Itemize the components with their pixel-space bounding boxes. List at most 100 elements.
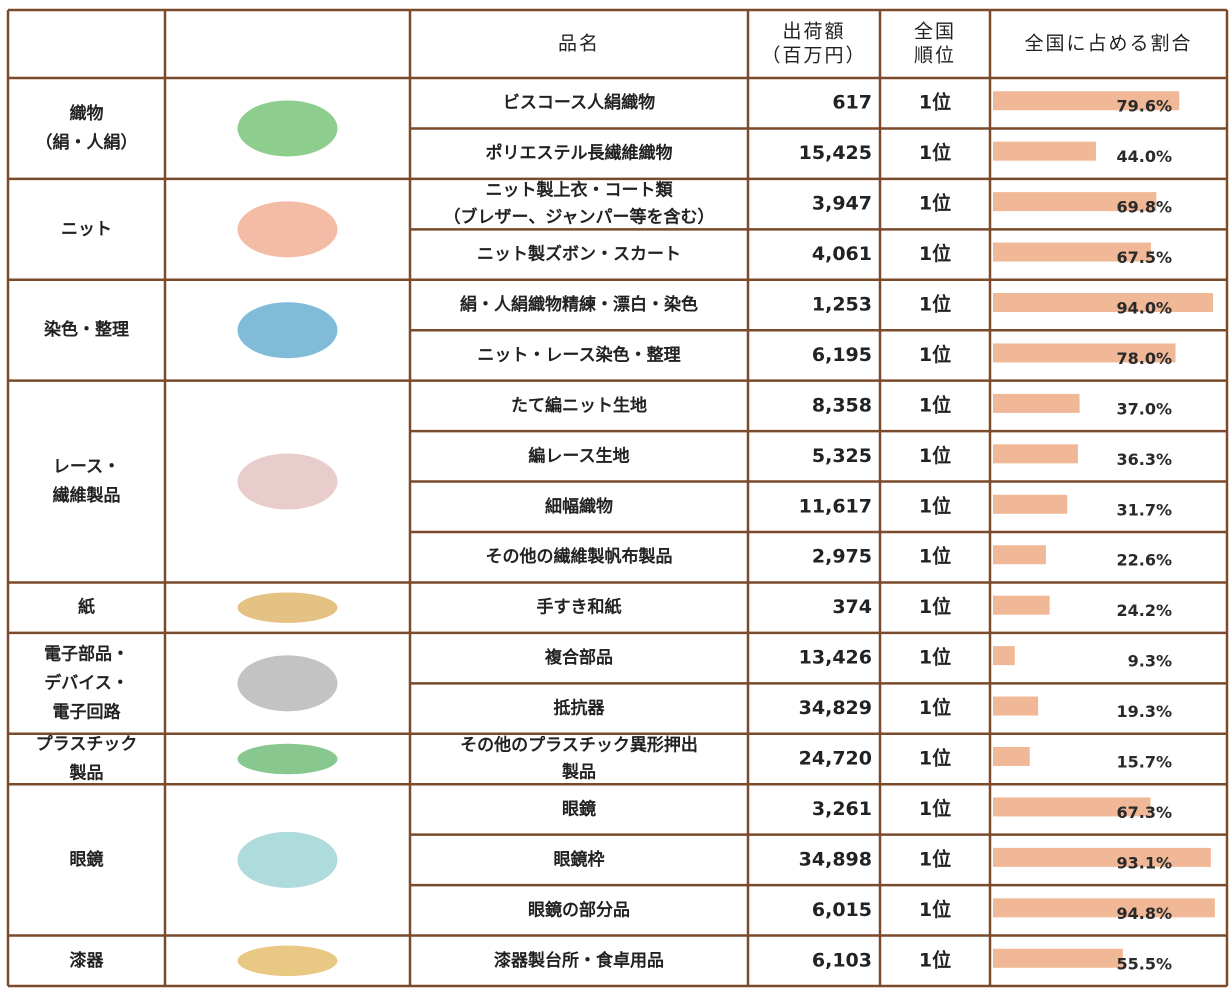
share-bar (993, 595, 1050, 615)
share-label: 79.6% (1116, 97, 1172, 116)
shipments: 11,617 (799, 495, 872, 517)
shipments: 2,975 (812, 546, 872, 568)
item-name: その他のプラスチック異形押出 (460, 735, 698, 756)
icon (237, 302, 338, 359)
shipments: 5,325 (812, 445, 872, 467)
group-name: 漆器 (70, 950, 105, 971)
rank: 1位 (919, 141, 951, 164)
share-label: 94.0% (1116, 299, 1172, 318)
item-name: 手すき和紙 (537, 597, 622, 618)
item-name: たて編ニット生地 (511, 395, 647, 416)
shipments: 617 (832, 92, 872, 114)
shipments: 374 (832, 596, 872, 618)
share-label: 78.0% (1116, 349, 1172, 368)
icon (237, 945, 338, 976)
share-label: 15.7% (1116, 753, 1172, 772)
item-name: 絹・人絹織物精練・漂白・染色 (460, 294, 698, 315)
group-name: レース・ (53, 457, 120, 477)
header-cell: 順位 (914, 45, 956, 67)
shipments: 3,261 (812, 798, 872, 820)
item-name: （ブレザー、ジャンパー等を含む） (444, 207, 715, 228)
item-name: ニット・レース染色・整理 (477, 344, 680, 365)
header-cell: 全国 (914, 21, 956, 43)
item-name: 抵抗器 (554, 698, 606, 719)
rank: 1位 (919, 393, 951, 416)
rank: 1位 (919, 494, 951, 517)
shipments: 4,061 (812, 243, 872, 265)
group-name: 電子回路 (53, 701, 122, 722)
share-bar (993, 696, 1039, 716)
group-name: デバイス・ (44, 672, 129, 693)
share-bar (993, 242, 1151, 262)
item-name: 複合部品 (544, 647, 613, 668)
item-name: 眼鏡枠 (554, 849, 605, 870)
share-bar (993, 293, 1213, 312)
share-bar (993, 343, 1176, 363)
share-bar (993, 393, 1080, 413)
group-name: プラスチック (36, 734, 138, 755)
item-name: ニット製上衣・コート類 (486, 180, 674, 201)
icon (237, 201, 338, 258)
group-name: （絹・人絹） (36, 132, 138, 153)
share-bar (993, 545, 1046, 565)
share-label: 36.3% (1116, 450, 1172, 469)
rank: 1位 (919, 797, 951, 820)
shipments: 34,898 (799, 848, 872, 870)
rank: 1位 (919, 545, 951, 568)
item-name: ビスコース人絹織物 (503, 92, 655, 113)
share-bar (993, 444, 1078, 464)
group-name: ニット (61, 219, 112, 239)
item-name: 眼鏡 (562, 798, 596, 819)
shipments: 6,015 (812, 899, 872, 921)
icon (237, 592, 338, 623)
share-bar (993, 91, 1180, 111)
share-label: 55.5% (1116, 954, 1172, 973)
rank: 1位 (919, 747, 951, 770)
share-label: 31.7% (1116, 500, 1172, 519)
icon (237, 831, 338, 888)
rank: 1位 (919, 91, 951, 114)
group-name: 紙 (78, 597, 95, 618)
icon (237, 655, 338, 712)
shipments: 24,720 (799, 748, 872, 770)
shipments: 8,358 (812, 394, 872, 416)
share-bar (993, 192, 1157, 212)
share-label: 9.3% (1128, 652, 1172, 671)
share-label: 37.0% (1116, 399, 1172, 418)
item-name: 細幅織物 (545, 496, 613, 517)
shipments: 13,426 (799, 647, 872, 669)
share-label: 94.8% (1116, 904, 1172, 923)
rank: 1位 (919, 595, 951, 618)
shipments: 1,253 (812, 294, 872, 316)
share-label: 93.1% (1116, 853, 1172, 872)
item-name: ニット製ズボン・スカート (477, 244, 681, 265)
share-bar (993, 747, 1030, 766)
group-name: 眼鏡 (70, 849, 104, 870)
share-label: 24.2% (1116, 601, 1172, 620)
share-bar (993, 494, 1068, 514)
rank: 1位 (919, 847, 951, 870)
share-label: 69.8% (1116, 198, 1172, 217)
shipments: 15,425 (799, 142, 872, 164)
share-label: 22.6% (1116, 551, 1172, 570)
share-label: 67.3% (1116, 803, 1172, 822)
shipments: 34,829 (799, 697, 872, 719)
group-name: 染色・整理 (44, 319, 129, 340)
share-bar (993, 141, 1096, 161)
rank: 1位 (919, 293, 951, 316)
icon (237, 743, 338, 775)
share-bar (993, 797, 1151, 817)
group-name: 織物 (70, 103, 104, 124)
header-cell: 品名 (558, 33, 600, 55)
share-bar (993, 847, 1211, 867)
shipments: 3,947 (812, 193, 872, 215)
rank: 1位 (919, 696, 951, 719)
icon (237, 100, 338, 157)
group-name: 繊維製品 (53, 485, 121, 506)
item-name: 編レース生地 (528, 445, 629, 466)
rank: 1位 (919, 646, 951, 669)
share-label: 67.5% (1116, 248, 1172, 267)
header-cell: （百万円） (761, 45, 866, 67)
group-name: 電子部品・ (44, 643, 129, 664)
